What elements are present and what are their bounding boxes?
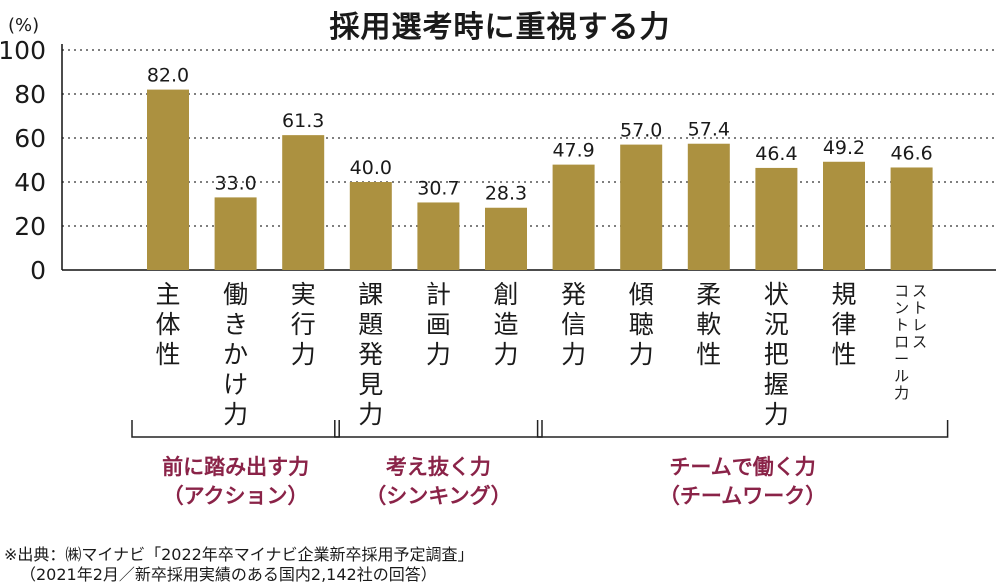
bar (687, 143, 730, 270)
group-bracket (334, 420, 543, 438)
category-label-char: 体 (155, 310, 180, 339)
category-label-char: 聴 (629, 310, 654, 339)
category-label-char: 創 (493, 280, 518, 309)
category-label-char: 況 (764, 310, 789, 339)
category-label-char: ス (912, 282, 927, 300)
category-label-char: 握 (764, 370, 789, 399)
category-label-char: 傾 (629, 280, 654, 309)
category-label-char: 課 (358, 280, 383, 309)
category-label-char: 実 (291, 280, 316, 309)
bar (755, 167, 798, 270)
category-label-char: 力 (358, 400, 383, 429)
category-label-char: 性 (696, 340, 721, 369)
category-label-char: レ (912, 316, 927, 334)
group-label: チームで働く力 (669, 455, 815, 479)
group-label: 考え抜く力 (386, 455, 491, 479)
group-sublabel: （シンキング） (365, 484, 511, 508)
data-label: 57.0 (620, 120, 662, 142)
category-label-char: ト (894, 316, 909, 334)
category-label-char: 力 (894, 384, 909, 402)
data-label: 33.0 (214, 172, 256, 194)
bar (890, 167, 933, 270)
data-label: 57.4 (688, 119, 730, 141)
bar (552, 164, 595, 270)
category-label-char: 発 (561, 280, 586, 309)
category-label-char: 力 (629, 340, 654, 369)
category-label-char: ス (912, 333, 927, 351)
group-bracket (131, 420, 340, 438)
category-label-char: 律 (831, 310, 856, 339)
category-label-char: け (223, 370, 248, 399)
data-label: 46.6 (890, 142, 932, 164)
y-tick-label: 100 (0, 36, 46, 65)
category-label-char: ル (894, 367, 909, 385)
bar (417, 202, 460, 270)
group-sublabel: （アクション） (163, 484, 309, 508)
group-bracket (536, 420, 949, 438)
category-label-char: 造 (493, 310, 518, 339)
category-label-char: き (223, 310, 248, 339)
category-label-char: 力 (426, 340, 451, 369)
category-label-char: 軟 (696, 310, 721, 339)
category-label-char: 力 (561, 340, 586, 369)
bar-chart: 0 20 40 60 80 100 82.0 33.0 61.3 40.0 30.7 28.3 47.9… (0, 36, 996, 508)
category-label-char: 力 (223, 400, 248, 429)
y-tick-label: 80 (14, 80, 46, 109)
y-tick-label: 60 (14, 124, 46, 153)
category-label-char: 把 (764, 340, 789, 369)
bar (282, 135, 325, 270)
category-label-char: 状 (764, 280, 789, 309)
category-label-char: ロ (894, 333, 909, 351)
bar (349, 182, 392, 270)
bar (214, 197, 257, 270)
source-note-line2: （2021年2月／新卒採用実績のある国内2,142社の回答） (20, 565, 437, 584)
category-label-char: 計 (426, 280, 451, 309)
y-tick-label: 40 (14, 168, 46, 197)
data-label: 49.2 (823, 137, 865, 159)
data-label: 40.0 (350, 157, 392, 179)
data-label: 46.4 (755, 143, 797, 165)
bar (485, 207, 527, 270)
category-label-char: 発 (358, 340, 383, 369)
y-axis-unit-label: (%) (8, 15, 40, 36)
chart-title: 採用選考時に重視する力 (329, 10, 671, 45)
category-label-char: 働 (223, 280, 248, 309)
category-label-char: 規 (831, 280, 856, 309)
data-label: 47.9 (552, 140, 594, 162)
bar (823, 161, 865, 270)
category-label-char: 題 (358, 310, 383, 339)
category-label-char: 柔 (696, 280, 721, 309)
bar (147, 89, 189, 270)
group-sublabel: （チームワーク） (659, 484, 826, 508)
category-label-char: 力 (493, 340, 518, 369)
group-label: 前に踏み出す力 (162, 455, 309, 479)
category-label-char: 信 (561, 310, 586, 339)
bar (620, 144, 663, 270)
category-label-char: 見 (358, 370, 383, 399)
source-note-line1: ※出典：㈱マイナビ「2022年卒マイナビ企業新卒採用予定調査」 (4, 545, 474, 564)
data-label: 61.3 (282, 110, 324, 132)
y-tick-label: 20 (14, 212, 46, 241)
data-label: 30.7 (417, 177, 459, 199)
data-label: 82.0 (147, 65, 189, 87)
category-label-char: 主 (155, 280, 180, 309)
category-label-char: か (223, 340, 248, 369)
category-label-char: 力 (764, 400, 789, 429)
category-label-char: ー (894, 350, 909, 368)
category-label-char: 性 (155, 340, 180, 369)
category-label-char: 性 (831, 340, 856, 369)
category-label-char: ン (894, 299, 909, 317)
category-label-char: コ (894, 282, 909, 300)
category-label-char: 画 (426, 310, 451, 339)
category-label-char: 力 (291, 340, 316, 369)
category-label-char: 行 (291, 310, 316, 339)
category-label-char: ト (912, 299, 927, 317)
y-tick-label: 0 (30, 256, 46, 285)
data-label: 28.3 (485, 183, 527, 205)
